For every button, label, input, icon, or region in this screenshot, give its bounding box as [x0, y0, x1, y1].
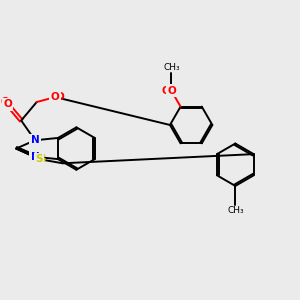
Text: N: N: [31, 135, 39, 145]
Text: CH₃: CH₃: [227, 206, 244, 215]
Text: N: N: [31, 134, 39, 144]
Text: O: O: [161, 86, 170, 96]
Text: O: O: [167, 86, 176, 96]
Text: O: O: [51, 92, 60, 102]
Text: O: O: [1, 97, 10, 107]
Text: N: N: [31, 153, 39, 163]
Text: S: S: [35, 154, 43, 164]
Text: O: O: [55, 92, 64, 102]
Text: N: N: [31, 152, 39, 162]
Text: O: O: [3, 99, 12, 109]
Text: S: S: [39, 154, 46, 164]
Text: CH₃: CH₃: [163, 63, 180, 72]
